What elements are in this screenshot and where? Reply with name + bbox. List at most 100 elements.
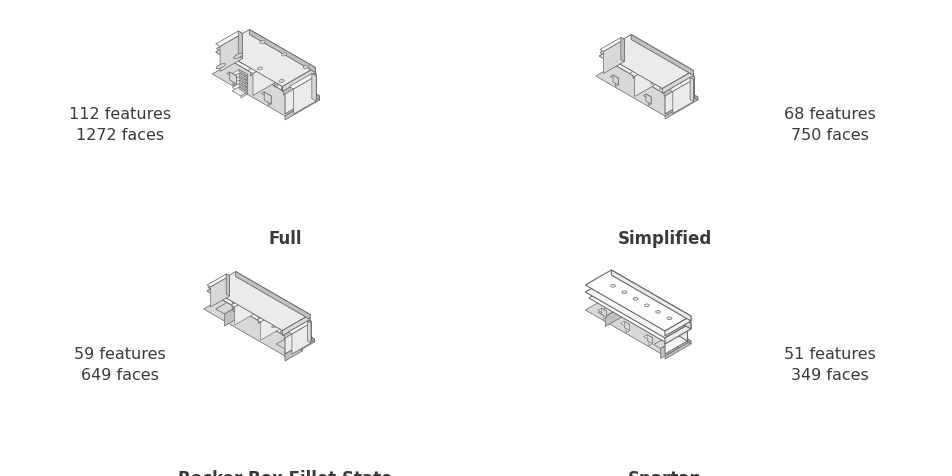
Polygon shape xyxy=(216,35,316,93)
Polygon shape xyxy=(241,82,248,89)
Polygon shape xyxy=(239,77,248,84)
Polygon shape xyxy=(690,79,694,102)
Polygon shape xyxy=(233,54,243,60)
Polygon shape xyxy=(257,59,307,88)
Polygon shape xyxy=(279,80,285,83)
Text: 112 features
1272 faces: 112 features 1272 faces xyxy=(69,107,171,143)
Polygon shape xyxy=(669,79,694,92)
Polygon shape xyxy=(661,339,678,359)
Polygon shape xyxy=(285,75,316,115)
Polygon shape xyxy=(665,323,691,344)
Polygon shape xyxy=(258,306,277,324)
Polygon shape xyxy=(239,74,248,81)
Polygon shape xyxy=(285,339,314,359)
Polygon shape xyxy=(225,304,242,327)
Polygon shape xyxy=(231,290,261,307)
Polygon shape xyxy=(633,298,638,300)
Polygon shape xyxy=(280,320,285,323)
Polygon shape xyxy=(665,341,691,359)
Polygon shape xyxy=(604,312,606,319)
Polygon shape xyxy=(600,35,694,89)
Polygon shape xyxy=(276,334,303,349)
Polygon shape xyxy=(210,278,251,302)
Polygon shape xyxy=(281,79,284,84)
Polygon shape xyxy=(312,74,316,102)
Polygon shape xyxy=(293,71,296,77)
Polygon shape xyxy=(241,86,248,92)
Polygon shape xyxy=(585,278,691,338)
Polygon shape xyxy=(239,88,248,95)
Polygon shape xyxy=(210,277,229,307)
Polygon shape xyxy=(261,307,287,340)
Polygon shape xyxy=(293,79,297,85)
Polygon shape xyxy=(207,277,311,336)
Polygon shape xyxy=(631,35,694,76)
Polygon shape xyxy=(241,93,248,99)
Polygon shape xyxy=(235,292,261,325)
Polygon shape xyxy=(293,334,303,351)
Polygon shape xyxy=(207,275,229,288)
Polygon shape xyxy=(232,84,248,93)
Polygon shape xyxy=(596,58,698,117)
Polygon shape xyxy=(629,44,656,66)
Polygon shape xyxy=(284,74,307,96)
Polygon shape xyxy=(280,330,285,333)
Polygon shape xyxy=(229,73,236,85)
Polygon shape xyxy=(257,68,263,71)
Polygon shape xyxy=(600,39,625,52)
Polygon shape xyxy=(282,86,285,92)
Polygon shape xyxy=(238,32,243,60)
Polygon shape xyxy=(635,60,664,97)
Polygon shape xyxy=(585,296,691,356)
Polygon shape xyxy=(239,84,248,91)
Text: Spartan: Spartan xyxy=(628,469,702,476)
Polygon shape xyxy=(265,93,271,105)
Polygon shape xyxy=(621,39,625,62)
Polygon shape xyxy=(307,321,311,343)
Polygon shape xyxy=(621,322,629,327)
Polygon shape xyxy=(289,326,293,328)
Polygon shape xyxy=(288,321,311,334)
Polygon shape xyxy=(279,53,284,79)
Polygon shape xyxy=(604,40,625,74)
Polygon shape xyxy=(661,62,686,84)
Polygon shape xyxy=(611,278,691,329)
Text: Rocker Box Fillet State: Rocker Box Fillet State xyxy=(178,469,392,476)
Polygon shape xyxy=(283,69,315,92)
Polygon shape xyxy=(233,292,314,342)
Polygon shape xyxy=(613,76,618,86)
Polygon shape xyxy=(220,34,243,72)
Polygon shape xyxy=(644,335,652,340)
Polygon shape xyxy=(250,55,274,77)
Polygon shape xyxy=(255,293,277,313)
Polygon shape xyxy=(284,321,303,339)
Polygon shape xyxy=(247,55,320,101)
Polygon shape xyxy=(629,58,664,77)
Polygon shape xyxy=(285,328,288,330)
Polygon shape xyxy=(664,77,686,97)
Polygon shape xyxy=(234,77,236,86)
Polygon shape xyxy=(667,73,672,75)
Polygon shape xyxy=(271,326,276,328)
Polygon shape xyxy=(625,322,629,331)
Polygon shape xyxy=(671,335,678,349)
Polygon shape xyxy=(633,60,656,79)
Polygon shape xyxy=(673,80,694,114)
Polygon shape xyxy=(665,329,687,354)
Polygon shape xyxy=(660,88,664,90)
Polygon shape xyxy=(241,75,248,81)
Polygon shape xyxy=(598,303,623,317)
Polygon shape xyxy=(248,53,284,74)
Polygon shape xyxy=(248,40,274,63)
Polygon shape xyxy=(232,77,248,86)
Polygon shape xyxy=(667,317,672,320)
Polygon shape xyxy=(293,77,316,115)
Polygon shape xyxy=(257,290,261,310)
Polygon shape xyxy=(235,55,241,58)
Polygon shape xyxy=(651,82,655,85)
Polygon shape xyxy=(260,41,266,44)
Polygon shape xyxy=(649,338,652,346)
Polygon shape xyxy=(610,285,616,288)
Polygon shape xyxy=(232,88,248,97)
Polygon shape xyxy=(298,320,302,323)
